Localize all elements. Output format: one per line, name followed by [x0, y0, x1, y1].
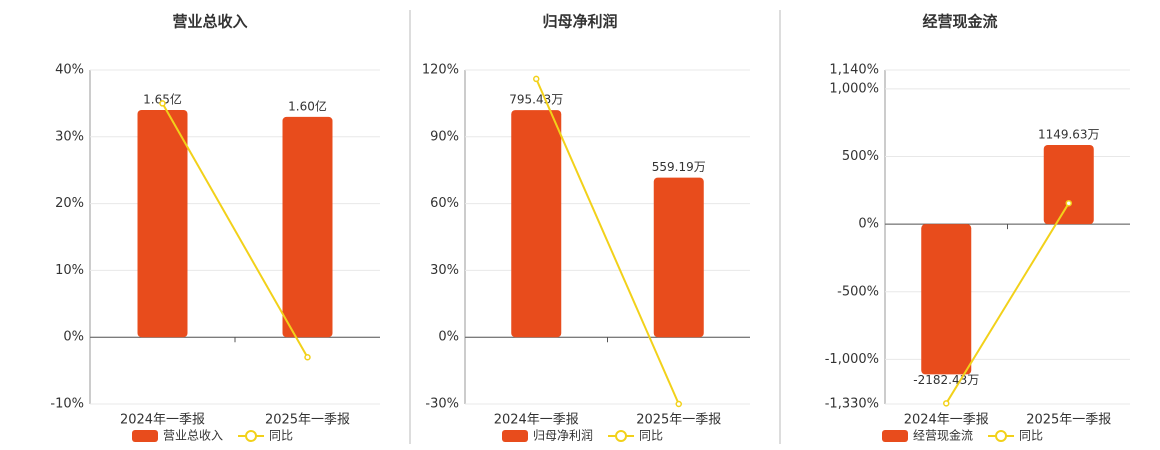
line-point	[1065, 199, 1072, 207]
x-tick-label: 2024年一季报	[120, 413, 205, 428]
x-tick-label: 2024年一季报	[904, 413, 989, 428]
data-label: 1.60亿	[288, 98, 327, 113]
line-point	[159, 100, 166, 107]
legend-label: 经营现金流	[913, 428, 973, 443]
data-label: -2182.43万	[913, 373, 979, 387]
y-tick-label: 90%	[430, 129, 459, 144]
legend-marker	[995, 430, 1008, 442]
line-point	[943, 400, 950, 407]
y-tick-label: -500%	[837, 284, 879, 299]
y-tick-label: 1,140%	[829, 63, 879, 78]
data-label: 795.43万	[509, 93, 563, 107]
y-tick-label: 1,000%	[829, 81, 879, 96]
y-tick-label: 30%	[55, 129, 84, 144]
y-tick-label: 0%	[63, 330, 84, 345]
y-tick-label: 30%	[430, 263, 459, 278]
y-tick-label: 0%	[858, 217, 879, 232]
y-tick-label: 0%	[438, 330, 459, 345]
data-label: 559.19万	[652, 160, 706, 174]
legend-swatch	[882, 430, 908, 442]
y-tick-label: -30%	[425, 397, 459, 412]
chart-title: 经营现金流	[922, 13, 997, 31]
y-tick-label: -1,330%	[825, 397, 879, 412]
line	[161, 102, 309, 358]
bar	[137, 109, 188, 338]
x-tick-label: 2025年一季报	[265, 413, 350, 428]
legend-label: 归母净利润	[533, 429, 593, 443]
x-tick-label: 2024年一季报	[494, 413, 579, 428]
legend-label: 同比	[639, 429, 663, 443]
y-tick-label: -1,000%	[825, 352, 879, 367]
legend-label: 营业总收入	[163, 429, 223, 443]
y-tick-label: 120%	[422, 63, 459, 78]
bar	[921, 224, 972, 375]
x-tick-label: 2025年一季报	[1026, 413, 1111, 428]
data-label: 1.65亿	[143, 91, 182, 106]
line	[535, 78, 680, 405]
legend-marker	[615, 430, 628, 442]
bar	[511, 110, 562, 338]
legend-marker	[245, 430, 258, 442]
legend-label: 同比	[269, 429, 293, 443]
x-tick-label: 2025年一季报	[636, 413, 721, 428]
line-point	[304, 353, 311, 361]
legend-label: 同比	[1019, 429, 1043, 443]
y-tick-label: 40%	[55, 63, 84, 78]
y-tick-label: 10%	[55, 263, 84, 278]
line-point	[675, 400, 682, 408]
legend-swatch	[132, 430, 158, 442]
y-tick-label: 500%	[842, 149, 879, 164]
chart-title: 归母净利润	[542, 13, 617, 31]
chart-title: 营业总收入	[172, 13, 247, 31]
y-tick-label: 20%	[55, 196, 84, 211]
y-tick-label: -10%	[50, 397, 84, 412]
data-label: 1149.63万	[1038, 128, 1100, 142]
bar	[1043, 145, 1094, 225]
bar	[282, 116, 333, 338]
y-tick-label: 60%	[430, 196, 459, 211]
bar	[653, 177, 704, 338]
legend-swatch	[502, 430, 528, 442]
line	[945, 202, 1070, 404]
line-point	[533, 75, 540, 83]
